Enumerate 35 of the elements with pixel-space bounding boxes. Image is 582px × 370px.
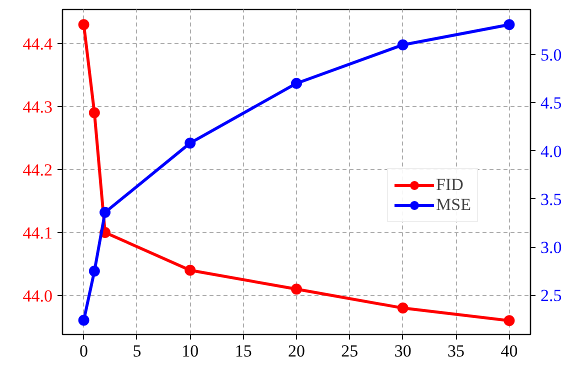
point <box>88 266 100 277</box>
point <box>88 107 100 118</box>
point <box>184 264 196 276</box>
point <box>504 315 515 326</box>
y2-tick-label: 5.0 <box>540 45 562 64</box>
x-tick-label: 10 <box>182 342 199 360</box>
point <box>78 314 90 326</box>
point <box>291 78 302 89</box>
point <box>504 19 515 30</box>
point <box>397 39 408 50</box>
x-tick-label: 40 <box>500 342 518 360</box>
legend-label: FID <box>436 175 464 195</box>
y2-tick-label: 4.0 <box>540 142 562 161</box>
y-tick-label: 44.3 <box>22 97 52 116</box>
point <box>100 206 111 218</box>
y2-tick-label: 2.5 <box>540 286 562 306</box>
y-tick-label: 44.1 <box>22 223 52 242</box>
point <box>78 19 90 30</box>
y2-tick-label: 3.5 <box>540 190 562 209</box>
x-tick-label: 5 <box>132 342 142 360</box>
y2-tick-label: 3.0 <box>540 238 562 258</box>
point <box>397 302 408 314</box>
x-tick-label: 35 <box>448 342 465 360</box>
x-tick-label: 30 <box>394 342 412 360</box>
x-tick-label: 25 <box>341 342 358 360</box>
point <box>291 284 302 295</box>
y-tick-label: 44.4 <box>22 34 53 54</box>
legend-label: MSE <box>436 195 471 215</box>
point <box>184 138 196 149</box>
x-tick-label: 15 <box>234 342 252 360</box>
x-tick-label: 0 <box>80 342 88 360</box>
y-tick-label: 44.2 <box>22 160 52 180</box>
y-tick-label: 44.0 <box>22 286 52 306</box>
y2-tick-label: 4.5 <box>540 94 562 113</box>
x-tick-label: 20 <box>288 342 305 360</box>
